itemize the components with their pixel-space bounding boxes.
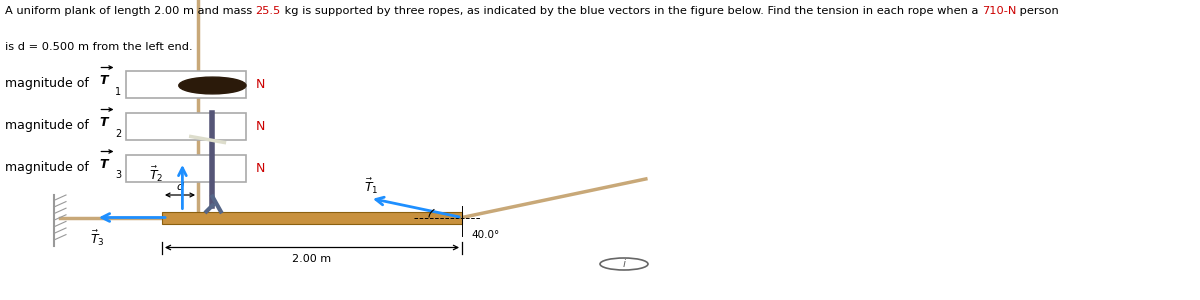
Text: is d = 0.500 m from the left end.: is d = 0.500 m from the left end. [5, 42, 192, 52]
Text: d: d [176, 182, 184, 192]
Text: T: T [100, 116, 108, 130]
Text: 2: 2 [115, 128, 121, 139]
Text: N: N [256, 161, 265, 175]
Text: A uniform plank of length 2.00 m and mass: A uniform plank of length 2.00 m and mas… [5, 6, 256, 16]
Text: magnitude of: magnitude of [5, 161, 92, 175]
Text: N: N [256, 119, 265, 133]
Text: 1: 1 [115, 86, 121, 97]
Text: $\vec{T}_1$: $\vec{T}_1$ [364, 176, 378, 196]
Text: 2.00 m: 2.00 m [293, 254, 331, 263]
Circle shape [179, 77, 246, 94]
Bar [126, 154, 246, 182]
Text: i: i [623, 259, 625, 269]
Bar [126, 70, 246, 98]
Text: $\vec{T}_2$: $\vec{T}_2$ [149, 164, 163, 184]
Text: magnitude of: magnitude of [5, 119, 92, 133]
Bar [126, 112, 246, 140]
Bar [162, 212, 462, 224]
Text: N: N [256, 77, 265, 91]
Text: person: person [1016, 6, 1060, 16]
Text: kg is supported by three ropes, as indicated by the blue vectors in the figure b: kg is supported by three ropes, as indic… [281, 6, 982, 16]
Text: 710-N: 710-N [982, 6, 1016, 16]
Text: T: T [100, 158, 108, 172]
Text: 40.0°: 40.0° [472, 230, 500, 239]
Text: 25.5: 25.5 [256, 6, 281, 16]
Text: 3: 3 [115, 170, 121, 181]
Text: $\vec{T}_3$: $\vec{T}_3$ [90, 229, 104, 248]
Text: magnitude of: magnitude of [5, 77, 92, 91]
Text: T: T [100, 74, 108, 88]
